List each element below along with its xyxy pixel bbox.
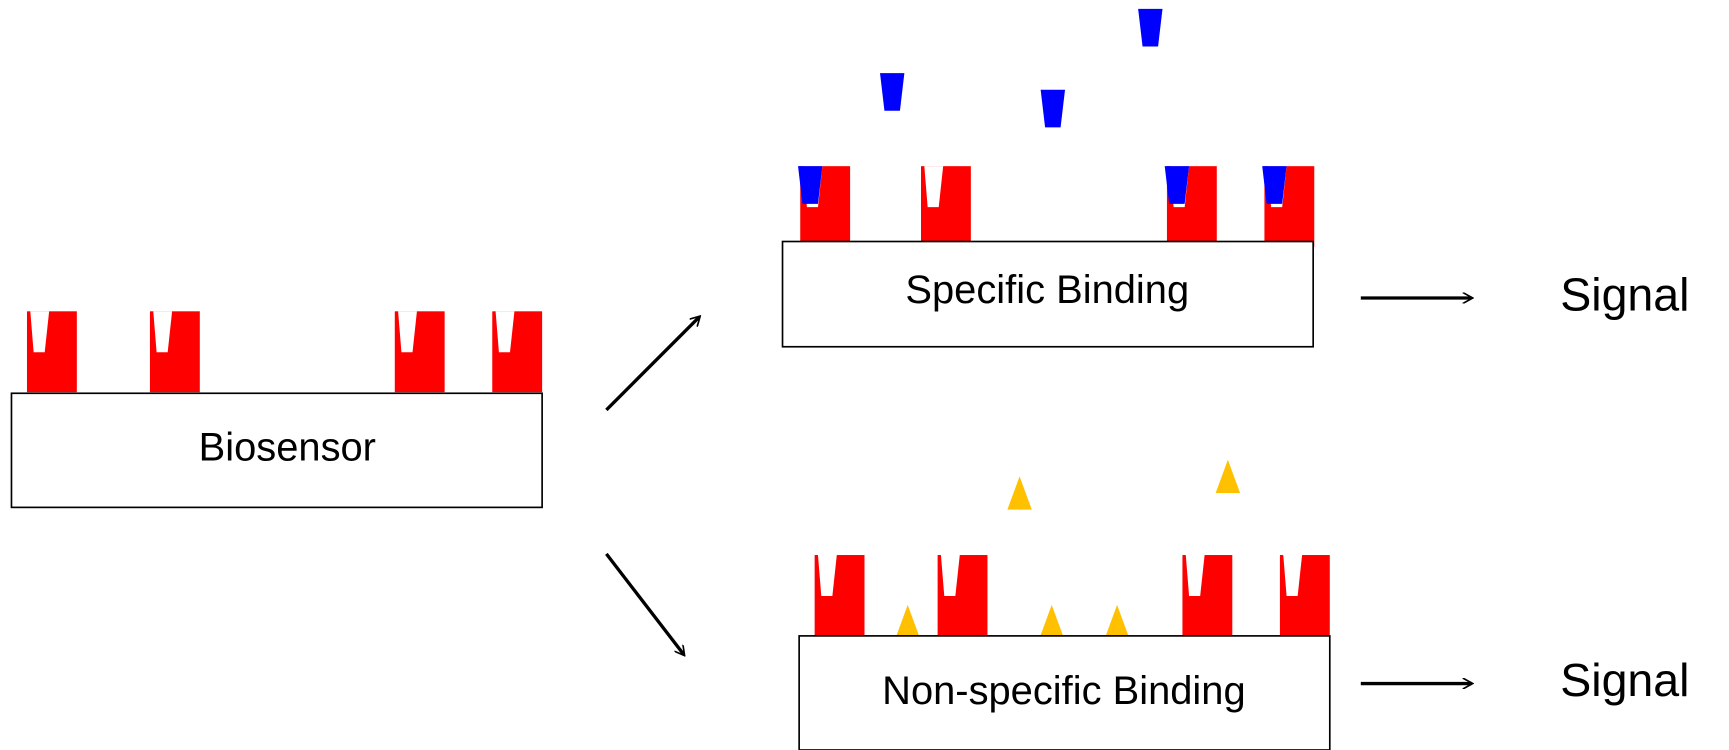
specific-label: Specific Binding xyxy=(905,268,1189,312)
page: Biosensor Specific Binding Signal Non-sp… xyxy=(0,0,1729,750)
nonspecific-receptors xyxy=(815,555,1330,636)
specific-receptors xyxy=(798,166,1314,247)
biosensor-receptors xyxy=(27,311,542,392)
arrow xyxy=(606,554,684,655)
specific-ligands xyxy=(880,9,1162,128)
biosensor-label: Biosensor xyxy=(199,425,376,469)
nonspecific-label: Non-specific Binding xyxy=(882,669,1246,713)
nonspecific-result: Signal xyxy=(1560,654,1689,706)
arrow xyxy=(606,317,699,410)
diagram: Biosensor Specific Binding Signal Non-sp… xyxy=(0,0,1729,750)
specific-result: Signal xyxy=(1560,268,1689,320)
